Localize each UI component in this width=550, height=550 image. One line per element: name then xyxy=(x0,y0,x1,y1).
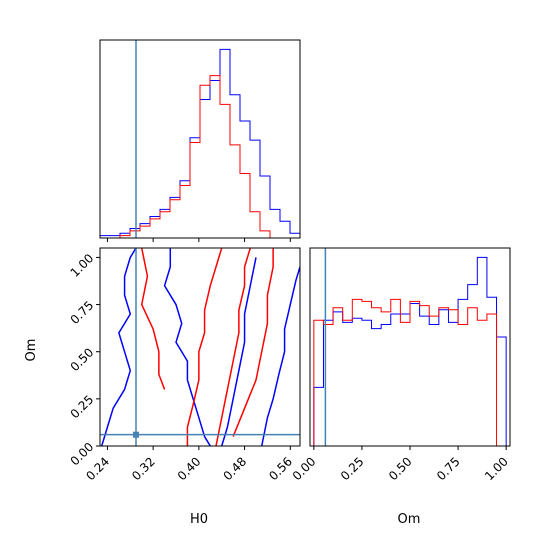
y-axis-label-om: Om xyxy=(24,339,39,362)
om-tick-label-5: 1.00 xyxy=(68,251,97,280)
x-axis-label-om: Om xyxy=(398,512,421,527)
om-marginal-tick-label-5: 1.00 xyxy=(482,454,511,483)
h0-marginal-frame xyxy=(99,39,301,239)
h0-om-contour-panel: 0.24 0.32 0.40 0.48 0.560.000.250.500.751.00 xyxy=(68,247,301,483)
h0-tick-label-2: 0.32 xyxy=(129,454,158,483)
om-marginal-frame xyxy=(309,247,511,447)
h0-tick-label-3: 0.40 xyxy=(175,454,204,483)
contour-series-2-line-3 xyxy=(215,248,252,446)
h0-tick-label-1: 0.24 xyxy=(83,454,112,483)
h0-tick-label-4: 0.48 xyxy=(220,454,249,483)
om-marginal-tick-label-1: 0.00 xyxy=(290,454,319,483)
om-marginal-panel: 0.00 0.25 0.50 0.75 1.00 xyxy=(290,247,511,483)
contour-series-1-line-3 xyxy=(260,266,300,446)
om-marginal-tick-label-4: 0.75 xyxy=(434,454,463,483)
contour-series-2-line-4 xyxy=(232,248,274,437)
om-marginal-tick-label-3: 0.50 xyxy=(386,454,415,483)
contour-series-1-line-4 xyxy=(220,257,257,446)
h0-histogram-series-2 xyxy=(100,75,300,239)
h0-marginal-panel xyxy=(99,39,301,242)
x-axis-label-h0: H0 xyxy=(190,512,208,527)
h0-tick-label-5: 0.56 xyxy=(266,454,295,483)
contour-frame xyxy=(99,247,301,447)
om-tick-label-4: 0.75 xyxy=(68,298,97,327)
om-histogram-series-2 xyxy=(313,298,507,447)
contour-series-1-line-2 xyxy=(163,248,211,446)
contour-truth-marker xyxy=(133,431,139,438)
contour-series-1-line-1 xyxy=(100,248,137,446)
contour-group xyxy=(100,248,300,446)
contour-series-2-line-1 xyxy=(140,248,166,390)
contour-series-2-line-2 xyxy=(186,248,223,446)
om-histogram-series-1 xyxy=(313,256,507,446)
h0-histogram-series-1 xyxy=(99,48,301,238)
om-marginal-tick-label-2: 0.25 xyxy=(338,454,367,483)
om-tick-label-2: 0.25 xyxy=(68,392,97,421)
om-tick-label-3: 0.50 xyxy=(68,345,97,374)
